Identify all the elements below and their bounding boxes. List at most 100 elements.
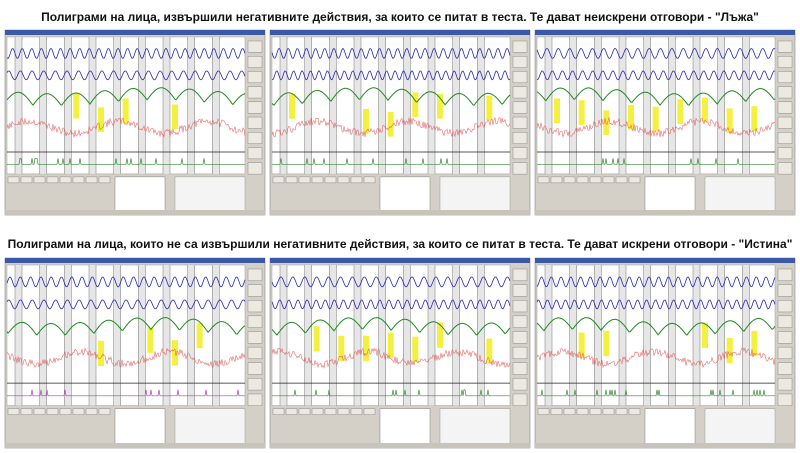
- control-button: [350, 408, 363, 415]
- control-button: [550, 176, 563, 184]
- motion-line: [272, 158, 510, 165]
- highlight: [486, 338, 493, 364]
- side-button: [512, 393, 528, 406]
- question-band: [329, 37, 337, 174]
- question-band: [452, 37, 460, 174]
- control-button: [72, 408, 85, 415]
- side-button: [777, 56, 793, 68]
- question-band: [354, 265, 361, 406]
- side-button: [777, 162, 793, 175]
- question-band: [64, 265, 72, 406]
- control-box: [704, 408, 776, 445]
- side-button: [512, 362, 528, 375]
- highlight: [147, 327, 154, 353]
- status-bar: [535, 443, 795, 448]
- question-band: [378, 37, 386, 174]
- highlight: [289, 94, 295, 119]
- question-band: [138, 265, 146, 406]
- question-band: [39, 265, 47, 406]
- highlight: [603, 110, 610, 136]
- highlight: [554, 98, 560, 124]
- side-button: [512, 71, 528, 84]
- status-bar: [5, 443, 265, 448]
- side-button: [512, 147, 528, 160]
- control-box: [174, 176, 246, 212]
- highlight: [98, 107, 104, 132]
- highlight: [578, 100, 585, 125]
- side-button: [777, 378, 793, 391]
- highlight: [486, 95, 493, 121]
- control-grid: [379, 176, 431, 212]
- highlight: [363, 108, 369, 134]
- side-button: [512, 86, 528, 99]
- question-band: [39, 37, 47, 174]
- control-button: [337, 176, 350, 184]
- breath-wave: [6, 299, 246, 310]
- side-button: [512, 268, 528, 281]
- question-band: [693, 265, 700, 406]
- polygraph-window: [269, 257, 531, 449]
- side-button: [777, 147, 793, 160]
- highlight: [73, 93, 80, 119]
- question-band: [545, 37, 552, 174]
- question-band: [477, 265, 485, 406]
- status-bar: [5, 210, 265, 215]
- highlight: [726, 337, 733, 364]
- question-band: [378, 265, 386, 406]
- highlight: [751, 106, 758, 131]
- question-band: [187, 265, 195, 406]
- side-button: [247, 116, 263, 129]
- highlight: [603, 330, 610, 357]
- highlight: [677, 99, 684, 124]
- control-button: [98, 176, 111, 184]
- highlight: [363, 335, 369, 362]
- side-button: [247, 40, 263, 53]
- side-button: [777, 393, 793, 406]
- control-box: [439, 408, 511, 445]
- question-band: [212, 265, 220, 406]
- breath-wave: [271, 276, 511, 288]
- status-bar: [270, 443, 530, 448]
- question-band: [742, 37, 750, 174]
- polygraph-window: [269, 29, 531, 216]
- question-band: [280, 265, 287, 406]
- highlight: [726, 108, 733, 133]
- side-button: [247, 378, 263, 391]
- polygraph-window: [4, 29, 266, 216]
- side-button: [247, 147, 263, 160]
- control-button: [628, 408, 641, 415]
- breath-wave: [536, 47, 776, 59]
- question-band: [428, 265, 435, 406]
- motion-line: [537, 158, 775, 165]
- highlight: [196, 322, 203, 349]
- question-band: [668, 265, 676, 406]
- cardio-line: [536, 347, 776, 369]
- control-button: [272, 176, 285, 184]
- control-button: [285, 408, 298, 415]
- side-button: [247, 101, 263, 114]
- control-button: [285, 176, 298, 184]
- cardio-line: [6, 117, 246, 138]
- cardio-line: [6, 347, 246, 368]
- breath-wave: [536, 276, 776, 288]
- side-button: [512, 56, 528, 68]
- side-button: [247, 162, 263, 175]
- highlight: [702, 97, 708, 123]
- breath-wave: [6, 276, 246, 288]
- control-button: [537, 408, 550, 415]
- question-band: [594, 37, 602, 174]
- side-button: [247, 132, 263, 144]
- highlight: [122, 98, 129, 124]
- control-grid: [379, 408, 431, 445]
- side-button: [777, 71, 793, 84]
- control-button: [98, 408, 111, 415]
- question-band: [569, 265, 577, 406]
- control-box: [704, 176, 776, 212]
- title-bar: [5, 258, 265, 263]
- control-grid: [644, 176, 696, 212]
- control-button: [589, 408, 602, 415]
- question-band: [187, 37, 195, 174]
- control-button: [46, 408, 59, 415]
- side-button: [247, 284, 263, 297]
- gsr-line: [271, 317, 511, 336]
